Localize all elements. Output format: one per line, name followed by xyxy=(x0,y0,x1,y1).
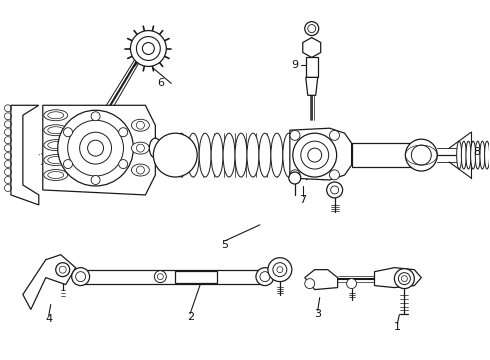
Ellipse shape xyxy=(235,133,247,177)
Ellipse shape xyxy=(457,141,462,169)
Circle shape xyxy=(329,130,340,140)
Circle shape xyxy=(91,112,100,121)
Ellipse shape xyxy=(199,133,211,177)
Text: 2: 2 xyxy=(187,312,194,323)
Bar xyxy=(175,271,217,283)
Circle shape xyxy=(56,263,70,276)
Circle shape xyxy=(346,279,357,289)
Ellipse shape xyxy=(470,141,476,169)
Ellipse shape xyxy=(223,133,235,177)
Polygon shape xyxy=(290,128,352,180)
Circle shape xyxy=(401,276,407,282)
Text: 4: 4 xyxy=(45,314,52,324)
Ellipse shape xyxy=(461,141,466,169)
Circle shape xyxy=(58,110,133,186)
Bar xyxy=(352,143,415,167)
Ellipse shape xyxy=(187,133,199,177)
Circle shape xyxy=(305,279,315,289)
Ellipse shape xyxy=(44,110,68,121)
Ellipse shape xyxy=(480,141,485,169)
Circle shape xyxy=(130,31,166,67)
Circle shape xyxy=(157,274,163,280)
Text: 3: 3 xyxy=(314,310,321,319)
Circle shape xyxy=(308,24,316,32)
Circle shape xyxy=(64,128,73,137)
Ellipse shape xyxy=(485,141,490,169)
Circle shape xyxy=(143,42,154,54)
Text: 6: 6 xyxy=(157,78,164,88)
Text: 8: 8 xyxy=(473,147,481,157)
Polygon shape xyxy=(374,268,421,288)
Text: 5: 5 xyxy=(221,240,228,250)
Circle shape xyxy=(136,166,145,174)
Ellipse shape xyxy=(131,119,149,131)
Circle shape xyxy=(256,268,274,285)
Ellipse shape xyxy=(175,133,187,177)
Polygon shape xyxy=(23,255,75,310)
Circle shape xyxy=(64,159,73,168)
Circle shape xyxy=(91,176,100,184)
Circle shape xyxy=(119,128,128,137)
Circle shape xyxy=(136,121,145,129)
Circle shape xyxy=(154,271,166,283)
Ellipse shape xyxy=(271,133,283,177)
Bar xyxy=(81,270,265,284)
Text: 7: 7 xyxy=(299,195,306,205)
Circle shape xyxy=(277,267,283,273)
Polygon shape xyxy=(303,37,321,58)
Circle shape xyxy=(59,266,66,273)
Ellipse shape xyxy=(48,157,64,163)
Ellipse shape xyxy=(44,170,68,180)
Polygon shape xyxy=(43,105,155,195)
Circle shape xyxy=(75,272,86,282)
Circle shape xyxy=(136,144,145,152)
Circle shape xyxy=(289,172,301,184)
Text: 9: 9 xyxy=(291,60,298,71)
Circle shape xyxy=(260,272,270,282)
Text: 1: 1 xyxy=(394,323,401,332)
Ellipse shape xyxy=(475,141,480,169)
Circle shape xyxy=(394,269,415,289)
Ellipse shape xyxy=(466,141,471,169)
Ellipse shape xyxy=(259,133,271,177)
Ellipse shape xyxy=(48,112,64,119)
Circle shape xyxy=(398,273,410,285)
Bar xyxy=(306,58,318,77)
Circle shape xyxy=(68,120,123,176)
Circle shape xyxy=(80,132,112,164)
Circle shape xyxy=(273,263,287,276)
Circle shape xyxy=(305,22,318,36)
Circle shape xyxy=(301,141,329,169)
Ellipse shape xyxy=(149,138,161,158)
Polygon shape xyxy=(305,270,338,289)
Circle shape xyxy=(268,258,292,282)
Polygon shape xyxy=(306,77,318,95)
Ellipse shape xyxy=(247,133,259,177)
Ellipse shape xyxy=(44,154,68,166)
Ellipse shape xyxy=(283,133,295,177)
Ellipse shape xyxy=(48,171,64,179)
Ellipse shape xyxy=(48,127,64,134)
Circle shape xyxy=(327,182,343,198)
Circle shape xyxy=(119,159,128,168)
Ellipse shape xyxy=(48,141,64,149)
Circle shape xyxy=(412,145,431,165)
Circle shape xyxy=(329,170,340,180)
Circle shape xyxy=(153,133,197,177)
Circle shape xyxy=(136,37,160,60)
Circle shape xyxy=(293,133,337,177)
Ellipse shape xyxy=(131,164,149,176)
Circle shape xyxy=(290,170,300,180)
Circle shape xyxy=(405,139,437,171)
Ellipse shape xyxy=(44,125,68,136)
Circle shape xyxy=(88,140,103,156)
Circle shape xyxy=(308,148,322,162)
Polygon shape xyxy=(11,105,39,205)
Circle shape xyxy=(72,268,90,285)
Ellipse shape xyxy=(131,142,149,154)
Ellipse shape xyxy=(211,133,223,177)
Ellipse shape xyxy=(44,140,68,150)
Circle shape xyxy=(290,130,300,140)
Circle shape xyxy=(331,186,339,194)
